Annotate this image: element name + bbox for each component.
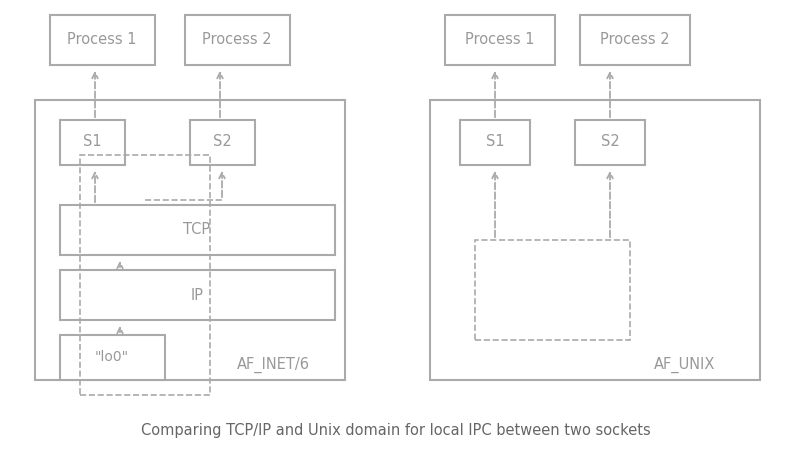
Bar [190,120,255,165]
Bar [60,335,165,380]
Bar [430,100,760,380]
Text: AF_INET/6: AF_INET/6 [237,357,310,373]
Text: Process 2: Process 2 [202,32,272,47]
Text: Comparing TCP/IP and Unix domain for local IPC between two sockets: Comparing TCP/IP and Unix domain for loc… [141,423,650,437]
Text: S1: S1 [83,134,101,149]
Bar [460,120,530,165]
Bar [50,15,155,65]
Text: Process 1: Process 1 [67,32,137,47]
Text: IP: IP [191,287,203,303]
Text: S1: S1 [486,134,505,149]
Bar [475,240,630,340]
Bar [185,15,290,65]
Bar [80,155,210,395]
Bar [575,120,645,165]
Bar [60,120,125,165]
Bar [60,270,335,320]
Bar [580,15,690,65]
Text: AF_UNIX: AF_UNIX [653,357,715,373]
Text: Process 2: Process 2 [600,32,670,47]
Bar [35,100,345,380]
Text: S2: S2 [600,134,619,149]
Text: TCP: TCP [184,222,210,238]
Text: S2: S2 [213,134,232,149]
Bar [445,15,555,65]
Text: "lo0": "lo0" [95,350,129,364]
Text: Process 1: Process 1 [465,32,535,47]
Bar [60,205,335,255]
